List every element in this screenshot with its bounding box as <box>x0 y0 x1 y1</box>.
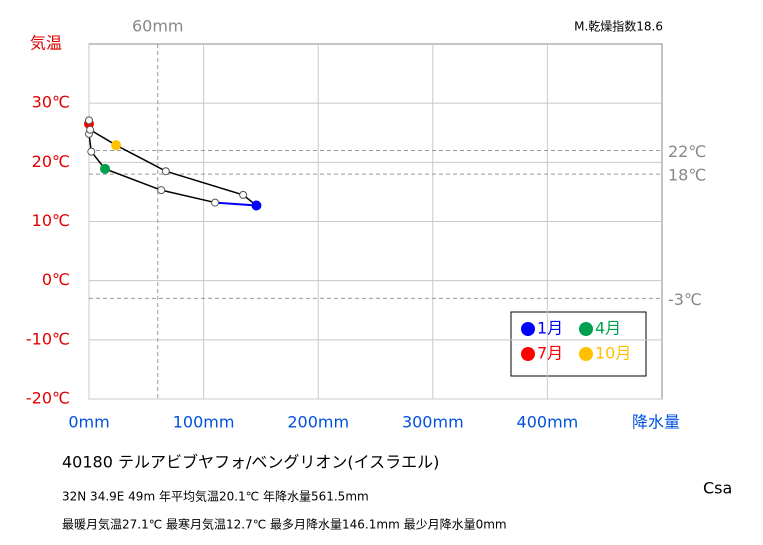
month-point-plain <box>239 190 248 199</box>
legend-marker <box>579 347 593 361</box>
info-line: 最暖月気温27.1℃ 最寒月気温12.7℃ 最多月降水量146.1mm 最少月降… <box>62 517 507 532</box>
month-point-plain <box>161 167 170 176</box>
x-tick-label: 400mm <box>517 413 579 432</box>
info-line: 32N 34.9E 49m 年平均気温20.1℃ 年降水量561.5mm <box>62 489 369 504</box>
x-tick-label: 300mm <box>402 413 464 432</box>
month-point-plain <box>85 116 93 125</box>
y-tick-label: 20℃ <box>32 152 70 171</box>
y-tick-label: 0℃ <box>42 270 70 289</box>
month-point <box>251 200 262 211</box>
legend-label: 7月 <box>537 344 563 363</box>
x-tick-label: 100mm <box>173 413 235 432</box>
month-point-plain <box>86 125 95 134</box>
legend-marker <box>579 322 593 336</box>
x-tick-label: 200mm <box>287 413 349 432</box>
legend-label: 4月 <box>595 319 621 338</box>
month-point <box>100 163 111 174</box>
month-point-plain <box>157 186 166 195</box>
legend-marker <box>521 322 535 336</box>
reference-label: -3℃ <box>668 290 702 309</box>
month-point <box>111 140 122 151</box>
y-tick-label: 10℃ <box>32 211 70 230</box>
legend-label: 10月 <box>595 344 631 363</box>
y-tick-label: -20℃ <box>26 389 70 408</box>
legend-label: 1月 <box>537 319 563 338</box>
station: 40180 テルアビブヤフォ/ベングリオン(イスラエル) <box>62 453 439 472</box>
legend-marker <box>521 347 535 361</box>
reference-label: 18℃ <box>668 166 706 185</box>
legend-box <box>510 311 647 377</box>
dryness-index: M.乾燥指数18.6 <box>574 19 663 34</box>
month-point-plain <box>211 198 220 207</box>
climate-class: Csa <box>703 479 732 498</box>
reference-label: 22℃ <box>668 142 706 161</box>
month-point-plain <box>87 147 96 156</box>
y-title: 気温 <box>30 34 62 53</box>
first-segment <box>214 201 257 207</box>
x-title: 降水量 <box>632 413 680 432</box>
reference-label: 60mm <box>132 17 184 36</box>
x-tick-label: 0mm <box>68 413 109 432</box>
y-tick-label: -10℃ <box>26 329 70 348</box>
y-tick-label: 30℃ <box>32 93 70 112</box>
